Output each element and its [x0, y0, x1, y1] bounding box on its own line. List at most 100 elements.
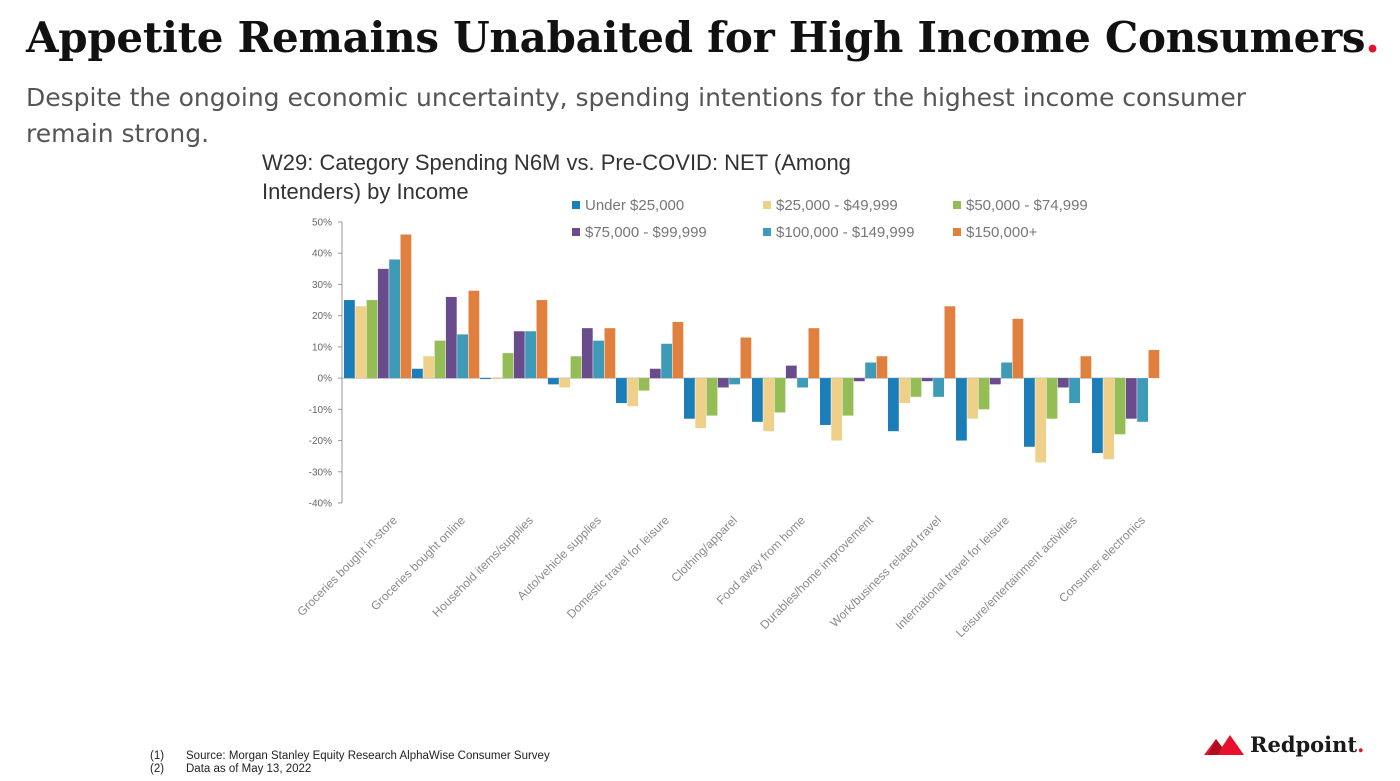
bar: [1148, 350, 1160, 379]
bar: [389, 259, 400, 379]
legend-label: Under $25,000: [585, 197, 684, 214]
bar: [513, 331, 525, 379]
legend-swatch: [572, 201, 580, 209]
bar: [502, 353, 514, 379]
bar: [1092, 378, 1103, 454]
legend-label: $25,000 - $49,999: [776, 197, 898, 214]
x-tick-label: Work/business related travel: [827, 513, 944, 630]
bar: [1046, 378, 1058, 419]
bar: [1137, 378, 1148, 422]
bar: [831, 378, 843, 441]
bar: [706, 378, 718, 416]
bar: [377, 268, 389, 379]
bar: [989, 378, 1001, 385]
bar: [400, 234, 412, 379]
bar: [865, 362, 876, 379]
bar: [785, 365, 797, 379]
bar: [763, 378, 775, 432]
bar: [876, 356, 888, 379]
legend-swatch: [763, 228, 771, 236]
bar: [616, 378, 627, 404]
chart-bars: [342, 234, 1160, 463]
footnote-2: (2) Data as of May 13, 2022: [150, 763, 550, 776]
bar: [536, 300, 548, 379]
legend-label: $100,000 - $149,999: [776, 224, 914, 241]
bar: [899, 378, 911, 404]
bar: [967, 378, 979, 419]
bar: [1103, 378, 1115, 460]
bar: [752, 378, 763, 422]
bar: [1012, 318, 1024, 379]
y-tick-label: 0%: [318, 374, 333, 385]
footnotes: (1) Source: Morgan Stanley Equity Resear…: [150, 750, 550, 776]
bar: [468, 290, 480, 379]
bar: [853, 378, 865, 382]
x-tick-label: Durables/home improvement: [757, 513, 876, 632]
bar: [1057, 378, 1069, 388]
y-tick-label: 20%: [312, 311, 332, 322]
y-tick-label: -10%: [309, 405, 332, 416]
bar: [684, 378, 695, 419]
bar: [717, 378, 729, 388]
bar: [445, 296, 457, 379]
bar: [434, 340, 446, 379]
bar: [355, 306, 367, 379]
bar: [559, 378, 571, 388]
bar: [604, 328, 616, 379]
bar: [491, 378, 503, 380]
legend-swatch: [953, 228, 961, 236]
bar: [888, 378, 899, 432]
title-dot: .: [1365, 13, 1380, 62]
bar: [638, 378, 650, 391]
redpoint-mark-icon: [1204, 735, 1244, 755]
bar: [956, 378, 967, 441]
footnote-text: Source: Morgan Stanley Equity Research A…: [186, 750, 550, 762]
footnote-text: Data as of May 13, 2022: [186, 763, 312, 775]
bar: [593, 340, 604, 379]
bar: [695, 378, 707, 429]
bar: [1001, 362, 1012, 379]
x-tick-label: International travel for leisure: [893, 513, 1013, 633]
bar: [944, 306, 956, 379]
footnote-1: (1) Source: Morgan Stanley Equity Resear…: [150, 750, 550, 763]
legend-label: $150,000+: [966, 224, 1038, 241]
bar: [1024, 378, 1035, 447]
y-tick-label: 10%: [312, 342, 332, 353]
bar: [1114, 378, 1126, 435]
bar: [774, 378, 786, 413]
bar: [933, 378, 944, 397]
bar: [808, 328, 820, 379]
y-axis: 50% 40% 30% 20% 10% 0% -10% -20% -30% -40%: [309, 218, 343, 510]
bar: [672, 321, 684, 379]
bar: [525, 331, 536, 379]
bar: [344, 300, 355, 379]
legend-label: $75,000 - $99,999: [585, 224, 707, 241]
redpoint-logo: Redpoint.: [1204, 729, 1364, 759]
bar: [649, 368, 661, 379]
footnote-number: (1): [150, 750, 165, 762]
x-tick-label: Leisure/entertainment activities: [953, 513, 1080, 640]
bar: [910, 378, 922, 397]
bar: [1035, 378, 1047, 463]
bar: [548, 378, 559, 385]
bar: [978, 378, 990, 410]
bar: [366, 300, 378, 379]
page-subtitle: Despite the ongoing economic uncertainty…: [26, 83, 1247, 148]
bar: [729, 378, 740, 385]
chart-title-line-1: W29: Category Spending N6M vs. Pre-COVID…: [262, 150, 851, 175]
y-tick-label: 30%: [312, 280, 332, 291]
bar: [480, 378, 491, 380]
bar: [661, 343, 672, 379]
bar: [820, 378, 831, 425]
bar: [842, 378, 854, 416]
y-tick-label: -40%: [309, 499, 332, 510]
bar: [627, 378, 639, 407]
bar: [412, 368, 423, 379]
bar: [797, 378, 808, 388]
y-tick-label: 50%: [312, 218, 332, 229]
legend-swatch: [953, 201, 961, 209]
y-tick-label: 40%: [312, 249, 332, 260]
bar: [581, 328, 593, 379]
